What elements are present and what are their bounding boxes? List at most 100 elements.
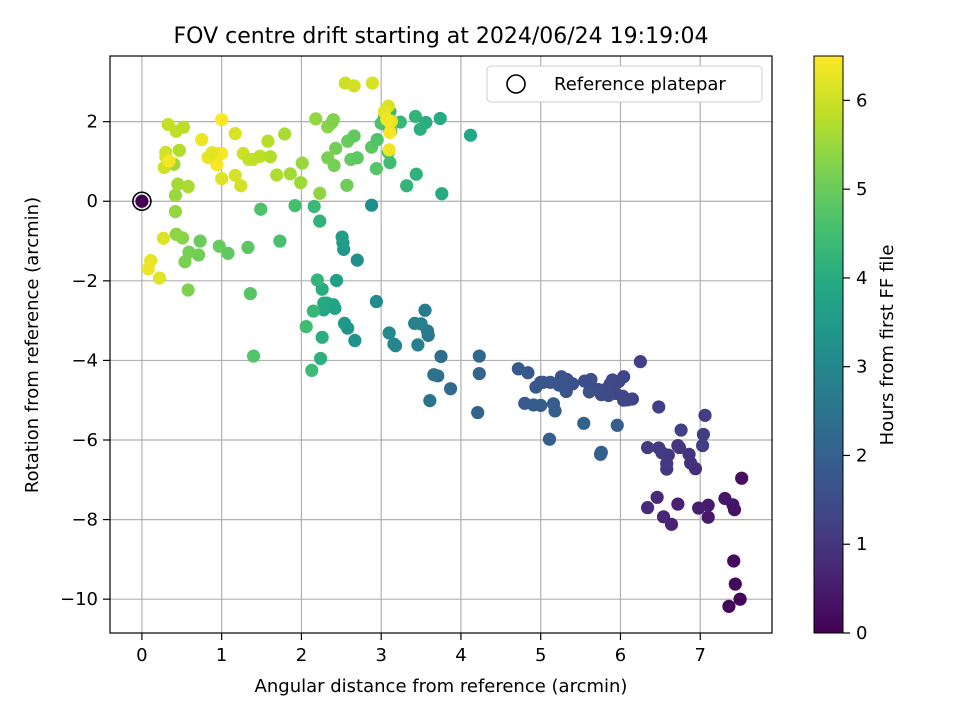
data-point [471, 405, 485, 420]
data-point [181, 283, 195, 297]
y-tick-label: −10 [60, 589, 98, 610]
data-point [294, 175, 308, 190]
data-point [348, 333, 362, 348]
data-point [221, 246, 235, 260]
data-point [215, 171, 229, 186]
data-point [409, 167, 423, 181]
data-point [463, 128, 478, 142]
y-tick-label: −2 [71, 271, 98, 292]
data-point [152, 271, 167, 285]
colorbar: 0 1 2 3 4 5 6 Hours from first FF file [813, 55, 898, 644]
data-point [313, 214, 327, 228]
data-point [310, 273, 324, 287]
data-point [350, 253, 364, 267]
data-point [722, 599, 736, 613]
y-tick-label: −6 [71, 430, 98, 451]
data-point [315, 330, 329, 344]
data-point [365, 198, 379, 212]
data-point [193, 234, 207, 248]
data-point [652, 441, 666, 455]
data-point [263, 150, 277, 164]
data-point [577, 374, 592, 388]
legend: Reference platepar [486, 65, 763, 103]
data-point [141, 262, 155, 276]
data-point [383, 156, 397, 170]
data-point [288, 199, 302, 213]
data-point [640, 440, 655, 455]
data-point [582, 385, 596, 399]
data-point [340, 178, 354, 192]
data-point [610, 418, 624, 432]
data-point [243, 286, 257, 301]
y-axis-ticks: −10 −8 −6 −4 −2 0 2 [60, 112, 110, 610]
reference-point [132, 191, 152, 212]
data-point [329, 141, 343, 155]
data-point [337, 316, 352, 331]
y-tick-label: 0 [87, 191, 98, 212]
data-point [419, 115, 433, 130]
data-point [313, 351, 328, 366]
data-point [327, 158, 341, 173]
data-point [534, 398, 548, 412]
data-point [411, 338, 425, 352]
data-point [242, 152, 256, 167]
data-points [135, 76, 749, 613]
data-point [246, 349, 261, 363]
x-axis-ticks: 0 1 2 3 4 5 6 7 [136, 633, 706, 666]
data-point [593, 447, 608, 461]
data-point [307, 199, 321, 214]
colorbar-label: Hours from first FF file [877, 245, 898, 446]
data-point [317, 296, 331, 310]
data-point [548, 404, 562, 418]
data-point [306, 304, 320, 318]
data-point [369, 294, 383, 309]
data-point [171, 177, 185, 191]
data-point [172, 143, 186, 157]
data-point [335, 230, 349, 244]
x-tick-label: 5 [535, 645, 546, 666]
data-point [350, 151, 364, 165]
data-point [735, 471, 749, 485]
colorbar-tick-label: 3 [856, 357, 867, 378]
legend-marker-icon [506, 74, 526, 94]
data-point [205, 146, 219, 160]
data-point [671, 438, 685, 453]
data-point [696, 427, 711, 442]
colorbar-tick-label: 2 [856, 445, 867, 466]
data-point [283, 167, 297, 181]
data-point [696, 438, 710, 453]
grid-lines [110, 56, 772, 633]
y-tick-label: −4 [71, 350, 98, 371]
data-point [162, 154, 176, 168]
data-point [273, 234, 287, 248]
data-point [228, 126, 242, 141]
x-tick-label: 4 [455, 645, 466, 666]
data-point [234, 179, 248, 193]
data-point [181, 179, 195, 194]
x-tick-label: 6 [615, 645, 626, 666]
colorbar-gradient [813, 55, 844, 634]
data-point [169, 227, 183, 241]
data-point [253, 149, 267, 163]
data-point [261, 134, 275, 148]
data-point [156, 231, 171, 245]
data-point [380, 112, 394, 126]
chart-title: FOV centre drift starting at 2024/06/24 … [174, 24, 709, 49]
data-point [168, 188, 183, 202]
data-point [408, 109, 423, 124]
data-point [278, 127, 292, 141]
data-point [733, 592, 747, 606]
data-point [299, 319, 313, 334]
data-point [178, 255, 192, 269]
y-tick-label: 2 [87, 112, 98, 133]
data-point [433, 111, 447, 126]
data-point [369, 162, 383, 176]
data-point [212, 239, 226, 253]
x-tick-label: 1 [216, 645, 227, 666]
y-axis-label: Rotation from reference (arcmin) [22, 197, 43, 493]
data-point [326, 113, 340, 127]
data-point [423, 394, 437, 408]
data-point [682, 447, 696, 461]
data-point [671, 497, 685, 511]
